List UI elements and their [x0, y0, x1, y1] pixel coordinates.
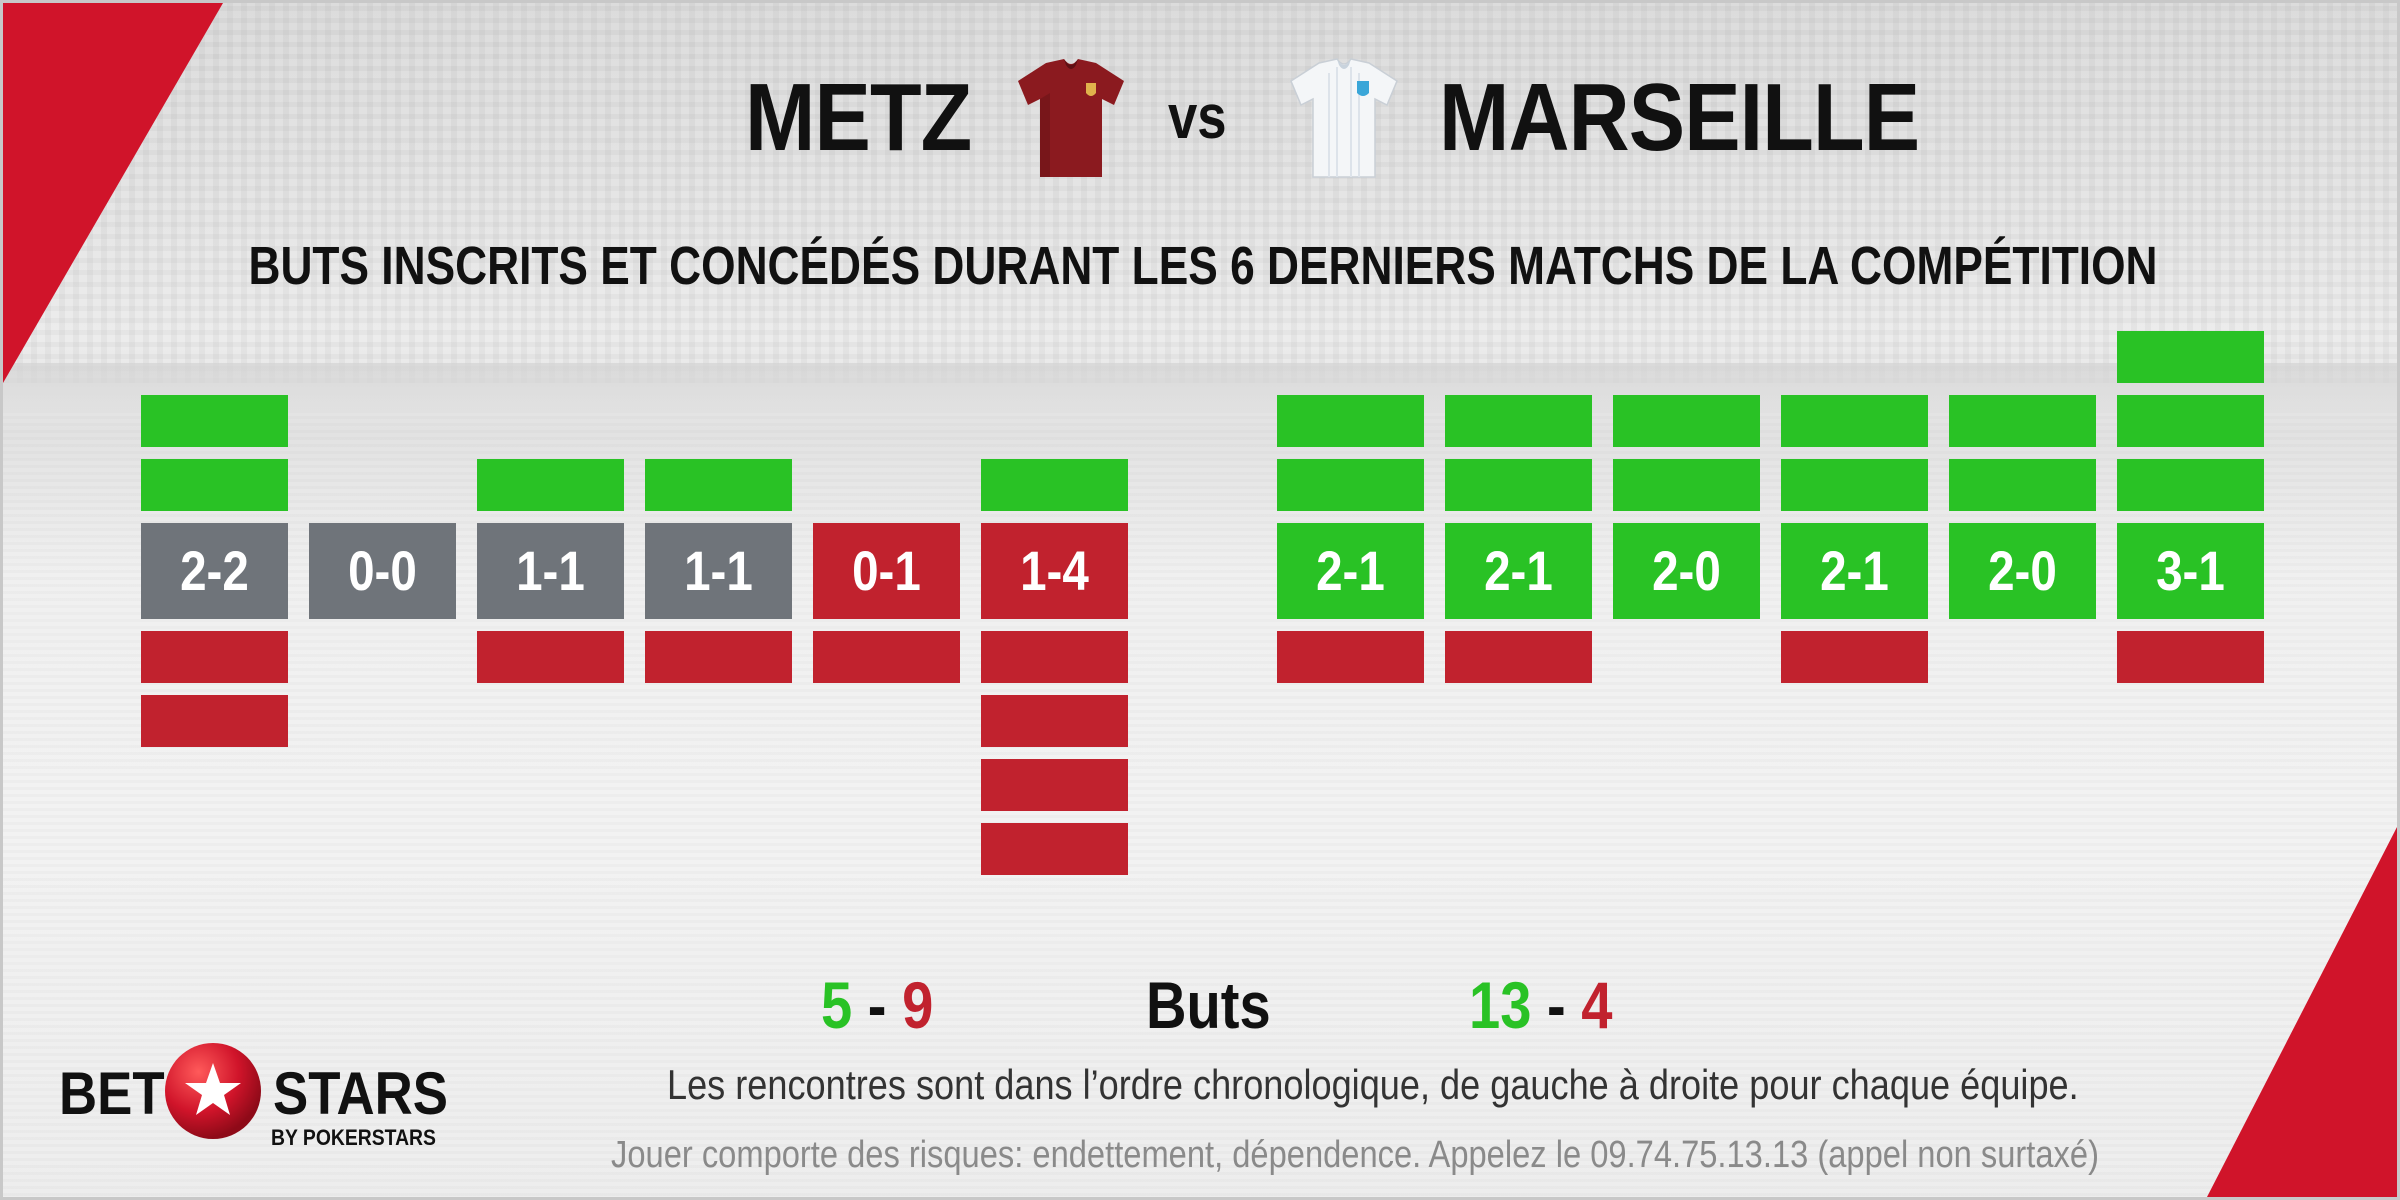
- goal-conceded-block: [1445, 631, 1592, 683]
- goal-conceded-block: [141, 695, 288, 747]
- goal-conceded-block: [1277, 631, 1424, 683]
- matchup-header: METZ vs MARSEILLE: [3, 53, 2397, 183]
- match-score-text: 2-2: [180, 539, 249, 602]
- betstars-logo: BET STARS BY POKERSTARS: [59, 1041, 459, 1161]
- match-score: 2-0: [1613, 523, 1760, 619]
- match-score-text: 1-4: [1020, 539, 1089, 602]
- away-goals-scored: 13: [1469, 968, 1532, 1042]
- goal-scored-block: [1781, 395, 1928, 447]
- goal-scored-block: [1949, 459, 2096, 511]
- metz-jersey-icon: [1018, 59, 1124, 177]
- goal-scored-block: [141, 459, 288, 511]
- goal-scored-block: [1613, 395, 1760, 447]
- match-score-text: 3-1: [2156, 539, 2225, 602]
- goal-scored-block: [1277, 459, 1424, 511]
- match-score: 0-1: [813, 523, 960, 619]
- goal-scored-block: [981, 459, 1128, 511]
- home-totals-dash: -: [867, 968, 887, 1042]
- match-score: 3-1: [2117, 523, 2264, 619]
- match-score: 1-1: [645, 523, 792, 619]
- chart-subtitle: BUTS INSCRITS ET CONCÉDÉS DURANT LES 6 D…: [248, 236, 2158, 296]
- goal-conceded-block: [1781, 631, 1928, 683]
- bottom-right-red-corner: [2207, 827, 2397, 1197]
- top-left-red-corner: [3, 3, 223, 383]
- match-score-text: 1-1: [516, 539, 585, 602]
- goal-conceded-block: [981, 631, 1128, 683]
- match-score-text: 2-1: [1484, 539, 1553, 602]
- match-score: 2-2: [141, 523, 288, 619]
- goal-conceded-block: [981, 759, 1128, 811]
- goal-scored-block: [1949, 395, 2096, 447]
- goal-scored-block: [1613, 459, 1760, 511]
- match-score-text: 1-1: [684, 539, 753, 602]
- home-totals: 5 - 9: [821, 965, 933, 1045]
- goal-scored-block: [2117, 395, 2264, 447]
- logo-byline: BY POKERSTARS: [271, 1125, 436, 1150]
- marseille-jersey-icon: [1290, 58, 1398, 178]
- goal-conceded-block: [813, 631, 960, 683]
- away-totals: 13 - 4: [1469, 965, 1612, 1045]
- versus-label: vs: [1168, 83, 1227, 152]
- star-ball-icon: [165, 1043, 261, 1139]
- match-score: 0-0: [309, 523, 456, 619]
- logo-bet-text: BET: [59, 1060, 165, 1127]
- match-score-text: 2-1: [1820, 539, 1889, 602]
- goal-conceded-block: [141, 631, 288, 683]
- goal-conceded-block: [2117, 631, 2264, 683]
- stadium-crowd-background: [3, 3, 2397, 383]
- goal-scored-block: [1277, 395, 1424, 447]
- away-team-name: MARSEILLE: [1439, 64, 1920, 171]
- away-totals-dash: -: [1547, 968, 1566, 1042]
- match-score: 1-1: [477, 523, 624, 619]
- goal-conceded-block: [981, 695, 1128, 747]
- goal-scored-block: [141, 395, 288, 447]
- match-score-text: 0-1: [852, 539, 921, 602]
- match-score: 2-1: [1781, 523, 1928, 619]
- goal-scored-block: [1445, 459, 1592, 511]
- away-goals-conceded: 4: [1581, 968, 1613, 1042]
- match-score: 1-4: [981, 523, 1128, 619]
- goal-scored-block: [645, 459, 792, 511]
- goal-scored-block: [1781, 459, 1928, 511]
- logo-stars-text: STARS: [273, 1060, 449, 1127]
- goal-scored-block: [2117, 459, 2264, 511]
- match-score: 2-1: [1445, 523, 1592, 619]
- match-score: 2-0: [1949, 523, 2096, 619]
- home-goals-scored: 5: [821, 968, 853, 1042]
- goals-label: Buts: [1146, 968, 1271, 1042]
- goal-conceded-block: [645, 631, 792, 683]
- match-score-text: 2-0: [1988, 539, 2057, 602]
- home-team-name: METZ: [745, 64, 972, 171]
- goal-scored-block: [477, 459, 624, 511]
- home-goals-conceded: 9: [902, 968, 934, 1042]
- goal-scored-block: [1445, 395, 1592, 447]
- goal-scored-block: [2117, 331, 2264, 383]
- goal-conceded-block: [981, 823, 1128, 875]
- goal-conceded-block: [477, 631, 624, 683]
- gambling-disclaimer: Jouer comporte des risques: endettement,…: [611, 1134, 2099, 1176]
- match-score-text: 2-0: [1652, 539, 1721, 602]
- chronology-note: Les rencontres sont dans l’ordre chronol…: [667, 1061, 2079, 1108]
- match-score-text: 0-0: [348, 539, 417, 602]
- match-score: 2-1: [1277, 523, 1424, 619]
- match-score-text: 2-1: [1316, 539, 1385, 602]
